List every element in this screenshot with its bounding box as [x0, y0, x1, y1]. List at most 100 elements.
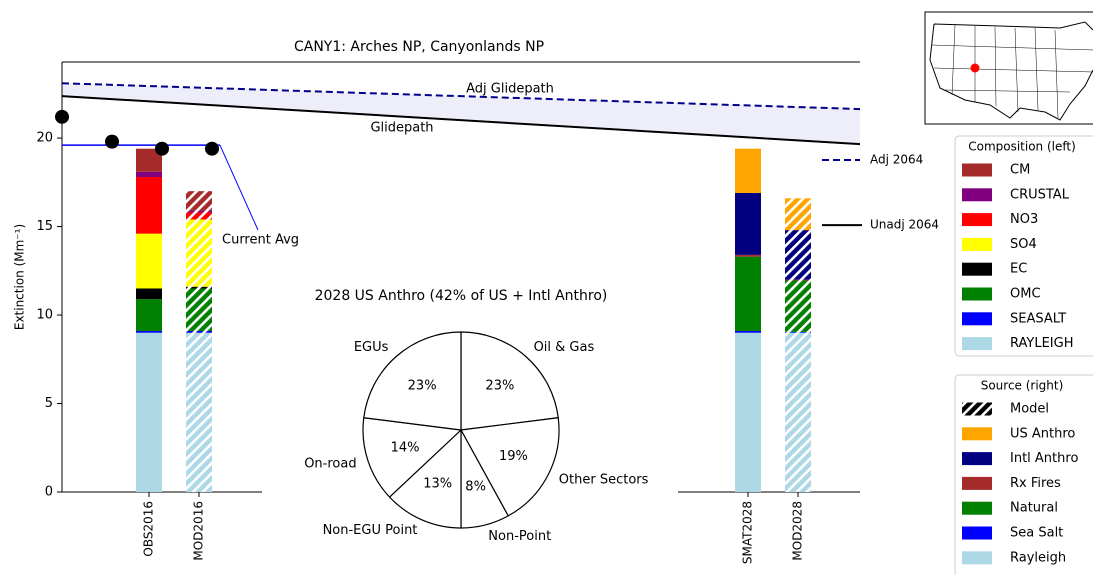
- bar-segment: [186, 219, 212, 287]
- bar-segment: [735, 148, 761, 193]
- bar-segment: [136, 177, 162, 234]
- legend-label: Rayleigh: [1010, 550, 1066, 565]
- y-axis-label: Extinction (Mm⁻¹): [13, 224, 27, 330]
- legend-label: US Anthro: [1010, 426, 1075, 441]
- bar-segment: [785, 331, 811, 333]
- observed-point: [105, 134, 119, 149]
- pie-category-label: Other Sectors: [559, 472, 649, 487]
- current-avg-label: Current Avg: [222, 233, 299, 248]
- observed-point: [55, 109, 69, 124]
- bar-segment: [735, 330, 761, 333]
- bar-segment: [186, 286, 212, 289]
- pie-value-label: 23%: [408, 378, 437, 393]
- observed-point: [155, 141, 169, 156]
- legend-swatch: [962, 163, 992, 177]
- legend-label: CM: [1010, 163, 1030, 178]
- legend-swatch: [962, 402, 992, 416]
- y-tick-label: 5: [45, 396, 53, 411]
- y-tick-label: 15: [36, 219, 53, 234]
- legend-title: Composition (left): [968, 140, 1076, 154]
- bar-segment: [186, 288, 212, 331]
- bar-segment: [735, 332, 761, 492]
- pie-title: 2028 US Anthro (42% of US + Intl Anthro): [315, 288, 608, 304]
- bar-segment: [735, 254, 761, 257]
- bar-segment: [136, 299, 162, 331]
- pie-slice: [362, 417, 463, 498]
- x-tick-label: SMAT2028: [741, 501, 755, 564]
- legend-swatch: [962, 452, 992, 466]
- pie-value-label: 19%: [499, 449, 528, 464]
- pie-category-label: Oil & Gas: [534, 340, 595, 355]
- legend-swatch: [962, 213, 992, 227]
- legend-swatch: [962, 262, 992, 276]
- legend-label: EC: [1010, 262, 1027, 277]
- y-tick-label: 20: [36, 131, 53, 146]
- bar-segment: [136, 148, 162, 172]
- bar-segment: [186, 191, 212, 211]
- pie-slice: [363, 331, 462, 431]
- bar-segment: [136, 330, 162, 333]
- legend-label: Sea Salt: [1010, 526, 1063, 541]
- bar-segment: [785, 279, 811, 281]
- pie-category-label: Non-EGU Point: [323, 523, 418, 538]
- pie-value-label: 14%: [391, 441, 420, 456]
- pie-value-label: 13%: [423, 476, 452, 491]
- adj-2064-label: Adj 2064: [870, 153, 923, 167]
- legend-label: Model: [1010, 402, 1049, 417]
- legend-title: Source (right): [981, 379, 1064, 393]
- pie-slice: [460, 417, 560, 517]
- glidepath-band: [62, 83, 860, 145]
- legend-label: NO3: [1010, 212, 1038, 227]
- legend-label: Natural: [1010, 501, 1058, 516]
- bar-segment: [186, 330, 212, 333]
- bar-segment: [785, 332, 811, 492]
- legend-swatch: [962, 312, 992, 326]
- chart-title: CANY1: Arches NP, Canyonlands NP: [294, 39, 544, 55]
- bar-segment: [785, 198, 811, 231]
- pie-slice: [460, 331, 559, 431]
- pie-value-label: 23%: [485, 378, 514, 393]
- legend-label: SEASALT: [1010, 311, 1066, 326]
- pie-category-label: Non-Point: [488, 529, 551, 544]
- pie-slice: [388, 428, 462, 529]
- unadj-2064-label: Unadj 2064: [870, 218, 939, 232]
- y-tick-label: 10: [36, 308, 53, 323]
- bar-segment: [186, 210, 212, 213]
- glidepath: [61, 95, 861, 146]
- x-tick-label: MOD2016: [192, 501, 206, 561]
- glidepath-label: Glidepath: [370, 121, 433, 136]
- bar-segment: [136, 288, 162, 300]
- legend-swatch: [962, 287, 992, 301]
- legend-box: [954, 374, 1093, 575]
- bar-segment: [186, 212, 212, 220]
- bar-segment: [136, 171, 162, 178]
- x-tick-label: MOD2028: [791, 501, 805, 561]
- observed-point: [205, 141, 219, 156]
- bar-segment: [186, 332, 212, 492]
- bar-segment: [785, 230, 811, 280]
- adj-glidepath-label: Adj Glidepath: [466, 82, 554, 97]
- adj-glidepath: [61, 82, 861, 111]
- y-tick-label: 0: [45, 485, 53, 500]
- legend-label: CRUSTAL: [1010, 187, 1070, 202]
- legend-swatch: [962, 337, 992, 351]
- legend-swatch: [962, 526, 992, 540]
- bar-segment: [136, 332, 162, 492]
- legend-swatch: [962, 237, 992, 251]
- legend-swatch: [962, 501, 992, 515]
- bar-segment: [136, 233, 162, 289]
- legend-swatch: [962, 476, 992, 490]
- pie-category-label: EGUs: [354, 340, 389, 355]
- pie-category-label: On-road: [304, 456, 356, 471]
- x-tick-label: OBS2016: [142, 501, 156, 557]
- legend-swatch: [962, 188, 992, 202]
- legend-label: Intl Anthro: [1010, 451, 1078, 466]
- map-inset: [924, 11, 1093, 125]
- bar-segment: [735, 256, 761, 331]
- legend-label: OMC: [1010, 287, 1041, 302]
- legend-swatch: [962, 427, 992, 441]
- legend-label: RAYLEIGH: [1010, 336, 1073, 351]
- bar-segment: [785, 280, 811, 332]
- bar-segment: [735, 192, 761, 255]
